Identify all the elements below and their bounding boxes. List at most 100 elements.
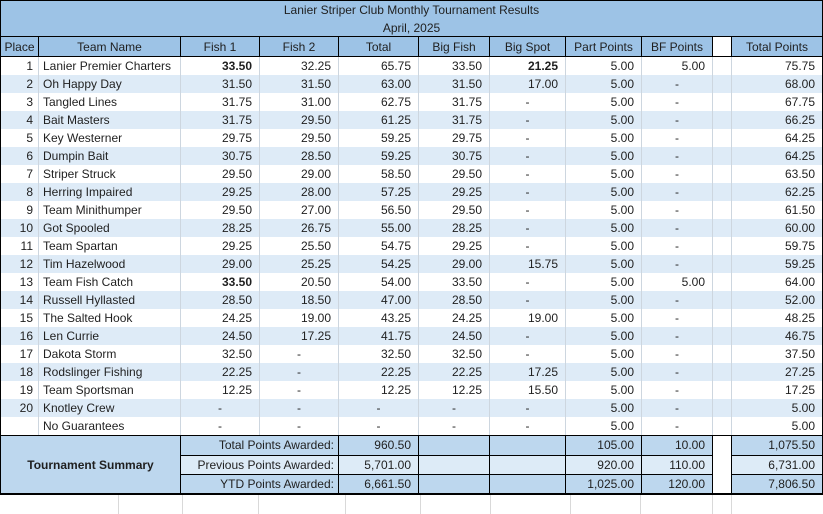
cell-total: 54.75	[339, 237, 419, 255]
column-header-big_spot: Big Spot	[490, 37, 566, 57]
cell-place: 16	[1, 327, 39, 345]
table-row: 15 The Salted Hook 24.25 19.00 43.25 24.25 19.…	[1, 309, 822, 327]
cell-fish2: 20.50	[260, 273, 339, 291]
summary-total_points: 7,806.50	[732, 474, 822, 493]
cell-big_fish: 33.50	[419, 273, 490, 291]
cell-team: Russell Hyllasted	[39, 291, 181, 309]
cell-bf_points: -	[642, 111, 713, 129]
cell-total_points: 59.75	[784, 239, 815, 253]
cell-fish2: -	[260, 399, 339, 417]
cell-fish2: 32.25	[260, 57, 339, 75]
cell-total_points: 52.00	[784, 293, 815, 307]
cell-total: -	[339, 417, 419, 435]
cell-fish1: -	[181, 399, 260, 417]
column-header-row: Place Team Name Fish 1 Fish 2 Total Big Fish B…	[1, 36, 822, 57]
cell-fish2: 28.00	[260, 183, 339, 201]
cell-place: 12	[1, 255, 39, 273]
table-row: 17 Dakota Storm 32.50-32.50 32.50-5.00-37.5…	[1, 345, 822, 363]
cell-fish2: 31.50	[260, 75, 339, 93]
summary-total_points: 6,731.00	[732, 455, 822, 474]
cell-part_points: 5.00	[566, 273, 642, 291]
cell-bf_points: -	[642, 183, 713, 201]
cell-total: 65.75	[339, 57, 419, 75]
cell-gap	[713, 57, 732, 75]
cell-place: 17	[1, 345, 39, 363]
cell-place: 5	[1, 129, 39, 147]
summary-row-label: Total Points Awarded:	[181, 436, 339, 455]
cell-place: 1	[1, 57, 39, 75]
table-row: 12 Tim Hazelwood 29.00 25.25 54.25 29.00 15.75…	[1, 255, 822, 273]
cell-place: 18	[1, 363, 39, 381]
cell-team: Oh Happy Day	[39, 75, 181, 93]
cell-big_fish: 30.75	[419, 147, 490, 165]
cell-part_points: 5.00	[566, 381, 642, 399]
cell-fish1: 29.00	[181, 255, 260, 273]
summary-part_points: 105.00	[566, 436, 642, 455]
cell-fish1: 28.25	[181, 219, 260, 237]
cell-total: 56.50	[339, 201, 419, 219]
cell-total_points: 68.00	[784, 77, 815, 91]
cell-bf_points: -	[642, 237, 713, 255]
cell-place: 9	[1, 201, 39, 219]
table-row: 1 Lanier Premier Charters 33.50 32.25 65.75 3…	[1, 57, 822, 75]
cell-big_fish: -	[419, 417, 490, 435]
table-row: 14 Russell Hyllasted 28.50 18.50 47.00 28.50-…	[1, 291, 822, 309]
cell-place: 15	[1, 309, 39, 327]
table-row: 16 Len Currie 24.50 17.25 41.75 24.50-5.00-46…	[1, 327, 822, 345]
cell-team: Tangled Lines	[39, 93, 181, 111]
cell-big_spot: 15.75	[490, 255, 566, 273]
cell-part_points: 5.00	[566, 201, 642, 219]
cell-team: Team Spartan	[39, 237, 181, 255]
cell-big_fish: 31.75	[419, 93, 490, 111]
cell-big_fish: 29.25	[419, 183, 490, 201]
cell-big_fish: 31.50	[419, 75, 490, 93]
cell-total: 55.00	[339, 219, 419, 237]
cell-fish2: 26.75	[260, 219, 339, 237]
cell-big_spot: -	[490, 237, 566, 255]
cell-gap	[713, 399, 732, 417]
cell-fish1: 31.75	[181, 111, 260, 129]
table-row: 10 Got Spooled 28.25 26.75 55.00 28.25-5.00-6…	[1, 219, 822, 237]
cell-big_spot: -	[490, 147, 566, 165]
column-header-fish2: Fish 2	[260, 37, 339, 57]
cell-total_points: 60.00	[784, 221, 815, 235]
cell-place: 10	[1, 219, 39, 237]
cell-big_spot: 15.50	[490, 381, 566, 399]
cell-total: 54.25	[339, 255, 419, 273]
cell-total: 41.75	[339, 327, 419, 345]
cell-total_points: 48.25	[784, 311, 815, 325]
cell-big_fish: 22.25	[419, 363, 490, 381]
cell-bf_points: -	[642, 327, 713, 345]
cell-big_fish: 12.25	[419, 381, 490, 399]
cell-fish2: 29.00	[260, 165, 339, 183]
cell-part_points: 5.00	[566, 291, 642, 309]
table-row: 6 Dumpin Bait 30.75 28.50 59.25 30.75-5.00-64…	[1, 147, 822, 165]
cell-place: 6	[1, 147, 39, 165]
summary-part_points: 920.00	[566, 455, 642, 474]
cell-fish2: 31.00	[260, 93, 339, 111]
cell-bf_points: -	[642, 147, 713, 165]
cell-total: 57.25	[339, 183, 419, 201]
cell-fish1: 29.25	[181, 237, 260, 255]
cell-part_points: 5.00	[566, 237, 642, 255]
cell-bf_points: -	[642, 417, 713, 435]
cell-fish1: 12.25	[181, 381, 260, 399]
cell-gap	[713, 273, 732, 291]
tournament-summary-section: Tournament Summary Total Points Awarded: 9…	[1, 435, 822, 495]
cell-big_fish: 24.25	[419, 309, 490, 327]
cell-place: 2	[1, 75, 39, 93]
cell-big_spot: -	[490, 273, 566, 291]
cell-fish2: 25.25	[260, 255, 339, 273]
summary-bf_area	[419, 474, 490, 493]
table-row: 20 Knotley Crew - - - - -5.00-5.00	[1, 399, 822, 417]
table-row: 8 Herring Impaired 29.25 28.00 57.25 29.25-5.…	[1, 183, 822, 201]
cell-bf_points: -	[642, 291, 713, 309]
summary-bf_area	[419, 455, 490, 474]
cell-gap	[713, 291, 732, 309]
title-block: Lanier Striper Club Monthly Tournament R…	[1, 1, 822, 36]
summary-bf_points: 120.00	[642, 474, 713, 493]
cell-team: Striper Struck	[39, 165, 181, 183]
cell-big_fish: 29.00	[419, 255, 490, 273]
cell-team: Team Sportsman	[39, 381, 181, 399]
cell-fish1: 29.50	[181, 201, 260, 219]
